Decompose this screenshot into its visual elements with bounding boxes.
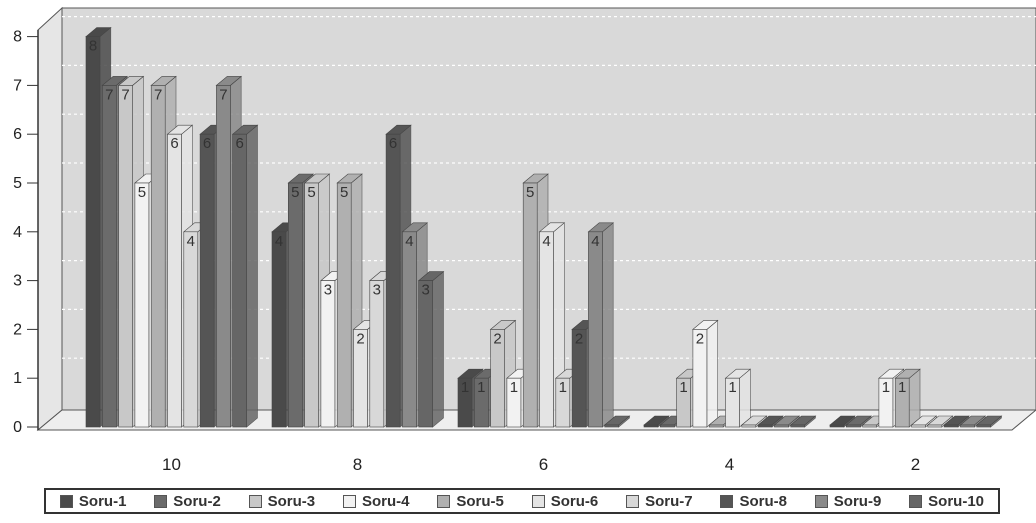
data-label: 6	[389, 135, 397, 152]
data-label: 5	[340, 184, 348, 201]
data-label: 7	[154, 86, 162, 103]
legend-item: Soru-4	[343, 493, 410, 510]
legend-swatch	[626, 494, 640, 508]
data-label: 1	[559, 379, 567, 396]
data-label: 3	[373, 282, 381, 299]
legend-item: Soru-3	[248, 492, 316, 510]
bar	[692, 319, 719, 428]
legend-label: Soru-2	[173, 492, 221, 510]
legend-swatch	[814, 494, 828, 508]
data-label: 1	[510, 379, 518, 396]
data-label: 2	[356, 330, 364, 347]
legend-label: Soru-6	[550, 492, 599, 510]
chart-legend: Soru-1 Soru-2 Soru-3 Soru-4 Soru-5 Soru-6 Soru…	[44, 488, 1000, 514]
bar	[943, 415, 970, 428]
x-tick-label: 4	[725, 455, 734, 474]
y-tick-label: 6	[13, 126, 22, 143]
legend-label: Soru-9	[833, 492, 882, 510]
data-label: 4	[275, 233, 283, 250]
legend-swatch	[59, 494, 73, 508]
data-label: 4	[187, 233, 195, 250]
bar	[587, 222, 615, 428]
data-label: 5	[291, 184, 299, 201]
chart-side-wall	[37, 6, 63, 432]
bar	[603, 415, 631, 428]
bar	[757, 415, 784, 428]
legend-label: Soru-3	[267, 492, 316, 510]
data-label: 8	[89, 38, 97, 55]
legend-swatch	[343, 494, 356, 508]
bar	[829, 415, 856, 428]
data-label: 1	[728, 379, 736, 396]
legend-swatch	[909, 494, 923, 508]
legend-swatch	[248, 494, 262, 508]
bar	[894, 368, 921, 428]
y-tick-label: 7	[13, 77, 22, 94]
y-tick-label: 5	[13, 175, 22, 192]
legend-label: Soru-5	[456, 492, 504, 510]
data-label: 1	[679, 379, 687, 396]
bar	[773, 415, 801, 428]
legend-item: Soru-1	[59, 492, 127, 510]
legend-item: Soru-8	[720, 493, 787, 510]
legend-swatch	[531, 494, 545, 508]
data-label: 5	[138, 184, 146, 201]
bar	[538, 222, 566, 428]
bar	[643, 415, 670, 428]
data-label: 1	[461, 379, 469, 396]
data-label: 6	[203, 135, 211, 152]
bar	[417, 270, 445, 428]
legend-item: Soru-9	[814, 492, 882, 510]
x-tick-label: 8	[353, 455, 362, 474]
data-label: 7	[121, 86, 129, 103]
legend-swatch	[154, 494, 168, 508]
data-label: 7	[105, 86, 113, 103]
bar	[724, 368, 752, 428]
data-label: 6	[170, 135, 178, 152]
bar	[845, 415, 872, 428]
data-label: 2	[493, 330, 501, 347]
legend-swatch	[720, 494, 734, 508]
legend-item: Soru-7	[626, 493, 693, 510]
bar	[975, 415, 1003, 428]
x-tick-label: 2	[911, 455, 920, 474]
legend-item: Soru-2	[154, 493, 221, 510]
data-label: 1	[898, 379, 906, 396]
bar	[231, 124, 259, 428]
bar	[959, 415, 987, 428]
data-label: 5	[526, 184, 534, 201]
legend-label: Soru-4	[362, 492, 410, 510]
data-label: 7	[219, 86, 227, 103]
y-tick-label: 1	[13, 370, 22, 387]
data-label: 2	[696, 330, 704, 347]
bar	[789, 415, 817, 428]
legend-swatch	[437, 494, 451, 508]
y-tick-label: 2	[13, 321, 22, 338]
legend-item: Soru-10	[909, 493, 984, 510]
data-label: 5	[307, 184, 315, 201]
data-label: 4	[542, 233, 550, 250]
data-label: 4	[591, 233, 599, 250]
legend-label: Soru-1	[78, 492, 127, 510]
y-tick-label: 4	[13, 224, 22, 241]
data-label: 1	[477, 379, 485, 396]
y-tick-label: 0	[13, 419, 22, 436]
y-tick-label: 8	[13, 29, 22, 46]
data-label: 4	[405, 233, 413, 250]
data-label: 6	[236, 135, 244, 152]
data-label: 1	[882, 379, 890, 396]
x-tick-label: 10	[162, 455, 181, 474]
legend-item: Soru-5	[437, 493, 504, 510]
legend-label: Soru-7	[645, 492, 693, 510]
y-tick-label: 3	[13, 273, 22, 290]
legend-label: Soru-8	[739, 492, 787, 510]
data-label: 3	[324, 282, 332, 299]
legend-label: Soru-10	[928, 492, 985, 510]
x-tick-label: 6	[539, 455, 548, 474]
data-label: 3	[422, 282, 430, 299]
bar	[740, 415, 768, 428]
legend-item: Soru-6	[531, 492, 599, 510]
data-label: 2	[575, 330, 583, 347]
